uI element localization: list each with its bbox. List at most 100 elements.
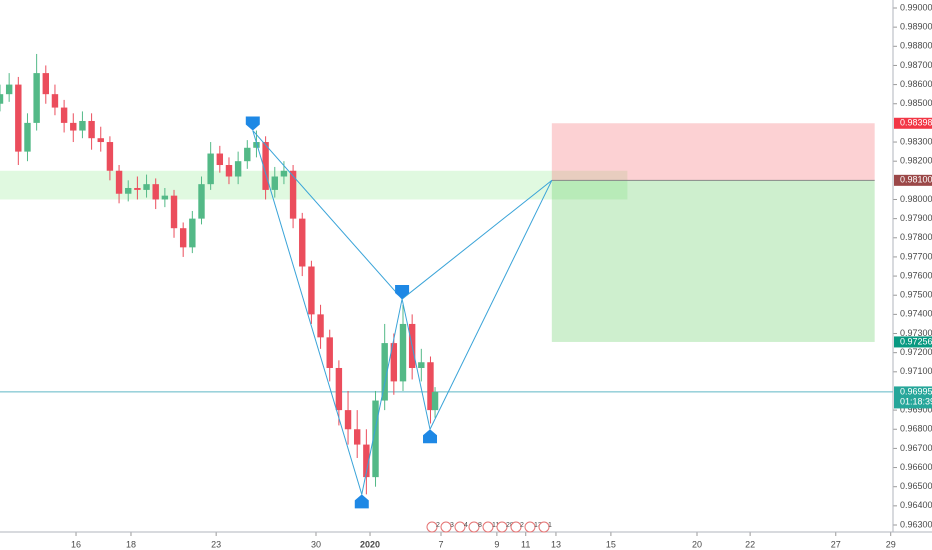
y-tick-label: 0.96400 xyxy=(900,500,932,510)
x-tick-label: 16 xyxy=(71,539,81,549)
y-tick-label: 0.99000 xyxy=(900,2,932,12)
candle-body xyxy=(244,147,251,162)
event-label: 11 xyxy=(492,522,499,529)
x-tick-label: 9 xyxy=(494,539,499,549)
x-tick-label: 20 xyxy=(692,539,702,549)
candle-body xyxy=(234,161,242,177)
candle-body xyxy=(0,94,4,104)
y-tick-label: 0.96900 xyxy=(900,404,932,414)
candle-body xyxy=(427,362,434,411)
y-tick-label: 0.97800 xyxy=(900,232,932,242)
candle-body xyxy=(280,170,288,177)
stop-zone xyxy=(551,123,875,181)
y-tick-label: 0.98800 xyxy=(900,41,932,51)
y-tick-label: 0.97400 xyxy=(900,309,932,319)
event-icon xyxy=(524,521,536,533)
candle-body xyxy=(15,84,22,152)
y-tick-label: 0.97900 xyxy=(900,213,932,223)
pattern-leg xyxy=(429,180,553,430)
candle-body xyxy=(431,391,439,411)
candle-body xyxy=(262,142,269,190)
candle-body xyxy=(70,122,77,131)
event-icon xyxy=(440,521,452,533)
candle-body xyxy=(381,343,388,401)
y-tick-label: 0.98000 xyxy=(900,194,932,204)
event-icon xyxy=(482,521,494,533)
event-icon xyxy=(496,521,508,533)
pattern-leg xyxy=(252,130,403,300)
price-tag-label: 0.97256 xyxy=(900,336,932,346)
candle-body xyxy=(326,337,333,368)
y-tick-label: 0.97100 xyxy=(900,366,932,376)
candle-body xyxy=(24,122,31,152)
x-tick-label: 11 xyxy=(521,539,530,549)
candle-body xyxy=(344,410,352,430)
candle-body xyxy=(33,73,40,123)
x-tick-label: 15 xyxy=(606,539,616,549)
event-label: 3 xyxy=(450,522,454,529)
candle-body xyxy=(216,153,224,166)
target-zone xyxy=(551,180,875,342)
candle-body xyxy=(125,187,132,194)
candle-body xyxy=(289,170,297,219)
x-tick-label: 27 xyxy=(831,539,841,549)
candle-body xyxy=(189,218,196,248)
event-icon xyxy=(538,521,550,533)
candle-body xyxy=(198,184,205,219)
y-tick-label: 0.98500 xyxy=(900,98,932,108)
candle-body xyxy=(399,323,407,382)
candle-body xyxy=(179,228,187,248)
pattern-point xyxy=(245,116,260,131)
pattern-leg xyxy=(252,130,363,495)
y-tick-label: 0.96600 xyxy=(900,462,932,472)
event-label: 8 xyxy=(478,522,482,529)
candle-body xyxy=(134,187,141,190)
candle-body xyxy=(253,142,260,148)
candle-body xyxy=(106,142,114,171)
candle-body xyxy=(390,343,398,382)
candle-body xyxy=(88,120,95,139)
pattern-leg xyxy=(401,298,431,430)
event-label: 28 xyxy=(506,522,514,529)
y-tick-label: 0.97300 xyxy=(900,328,932,338)
x-tick-label: 22 xyxy=(745,539,755,549)
y-tick-label: 0.98700 xyxy=(900,60,932,70)
y-tick-label: 0.97600 xyxy=(900,270,932,280)
candle-body xyxy=(115,170,123,194)
pattern-point xyxy=(395,285,410,300)
x-tick-label: 30 xyxy=(311,539,321,549)
candle-body xyxy=(353,429,361,445)
price-tag-label: 0.98398 xyxy=(900,118,932,128)
candle-body xyxy=(97,138,104,143)
pattern-point xyxy=(354,494,369,509)
event-label: 4 xyxy=(464,522,468,529)
x-tick-label: 23 xyxy=(211,539,221,549)
event-icon xyxy=(426,521,438,533)
candle-body xyxy=(271,176,278,190)
y-tick-label: 0.96700 xyxy=(900,443,932,453)
countdown: 01:18:39 xyxy=(900,396,932,406)
candle-body xyxy=(308,266,315,315)
candle-body xyxy=(5,84,13,95)
candle-body xyxy=(335,367,343,411)
x-tick-label: 18 xyxy=(126,539,136,549)
y-tick-label: 0.97200 xyxy=(900,347,932,357)
x-tick-label: 7 xyxy=(438,539,443,549)
y-tick-label: 0.97500 xyxy=(900,290,932,300)
event-icon xyxy=(454,521,466,533)
candle-body xyxy=(299,218,306,267)
event-icon xyxy=(468,521,480,533)
candle-body xyxy=(152,184,159,200)
support-zone xyxy=(0,170,628,200)
price-tag-label: 0.96995 xyxy=(900,386,932,396)
pattern-leg xyxy=(361,298,403,495)
candle-body xyxy=(372,400,379,478)
candle-body xyxy=(51,94,59,108)
y-tick-label: 0.97700 xyxy=(900,251,932,261)
event-label: 2 xyxy=(436,522,440,529)
x-tick-label: 2020 xyxy=(360,539,380,549)
y-tick-label: 0.96300 xyxy=(900,519,932,529)
x-tick-label: 29 xyxy=(886,539,896,549)
price-tag xyxy=(894,174,932,186)
